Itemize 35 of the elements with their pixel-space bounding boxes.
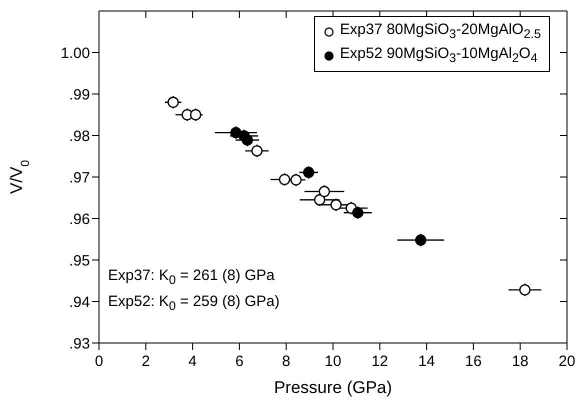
y-tick-label: .94 bbox=[69, 294, 90, 311]
point bbox=[352, 207, 364, 218]
x-tick-label: 18 bbox=[512, 353, 529, 370]
x-tick-label: 8 bbox=[282, 353, 290, 370]
legend-label: Exp52 90MgSiO$_{3}$-10MgAl$_{2}$O$_{4}$ bbox=[340, 44, 538, 67]
y-tick-label: .96 bbox=[69, 210, 90, 228]
point bbox=[278, 174, 290, 186]
point bbox=[303, 166, 314, 178]
annotation: Exp52: K$_{0}$ = 259 (8) GPa) bbox=[108, 292, 280, 315]
x-tick-label: 12 bbox=[371, 353, 388, 370]
x-axis-title: Pressure (GPa) bbox=[274, 378, 392, 397]
point bbox=[168, 96, 179, 108]
point bbox=[415, 234, 426, 246]
y-tick-label: .97 bbox=[69, 169, 90, 186]
x-tick-label: 20 bbox=[558, 353, 576, 370]
annotation: Exp37: K$_{0}$ = 261 (8) GPa bbox=[108, 266, 276, 289]
y-tick-label: .93 bbox=[69, 335, 90, 352]
x-tick-label: 4 bbox=[188, 353, 197, 370]
x-tick-label: 14 bbox=[418, 353, 435, 370]
x-tick-label: 16 bbox=[465, 353, 482, 370]
point bbox=[242, 134, 254, 146]
legend-label: Exp37 80MgSiO$_{3}$-20MgAlO$_{2.5}$ bbox=[340, 20, 541, 43]
x-tick-label: 10 bbox=[324, 353, 342, 370]
x-tick-label: 2 bbox=[142, 353, 150, 370]
y-tick-label: .99 bbox=[69, 86, 90, 104]
point bbox=[190, 109, 202, 120]
x-tick-label: 6 bbox=[235, 353, 244, 370]
y-tick-label: .98 bbox=[69, 128, 90, 145]
point bbox=[318, 186, 330, 198]
point bbox=[290, 174, 302, 186]
x-tick-label: 0 bbox=[94, 353, 104, 370]
y-tick-label: .95 bbox=[69, 252, 90, 270]
point bbox=[251, 145, 263, 157]
point bbox=[519, 284, 531, 296]
y-tick-label: 1.00 bbox=[60, 44, 90, 62]
